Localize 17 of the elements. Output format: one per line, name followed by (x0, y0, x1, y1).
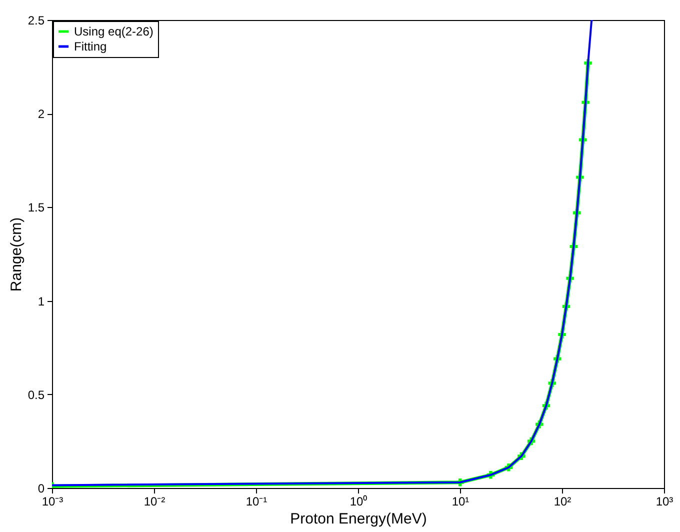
legend-label: Using eq(2-26) (74, 24, 154, 38)
x-tick-label: 10² (554, 494, 572, 508)
y-tick-label: 2 (38, 107, 45, 122)
y-tick-label: 1 (38, 294, 45, 308)
x-tick-label: 10¹ (452, 494, 470, 508)
legend-label: Fitting (74, 40, 107, 54)
x-tick-label: 10⁰ (350, 494, 368, 508)
x-tick-label: 10⁻³ (42, 494, 64, 508)
y-tick-label: 1.5 (28, 200, 45, 215)
y-tick-label: 0 (38, 482, 45, 496)
x-tick-label: 10⁻¹ (246, 494, 268, 508)
x-axis-title: Proton Energy(MeV) (290, 510, 427, 528)
x-tick-label: 10⁻² (144, 494, 166, 508)
y-axis-title: Range(cm) (8, 217, 25, 292)
y-tick-label: 2.5 (28, 14, 45, 28)
y-tick-label: 0.5 (28, 388, 45, 402)
x-tick-label: 10³ (656, 494, 674, 508)
